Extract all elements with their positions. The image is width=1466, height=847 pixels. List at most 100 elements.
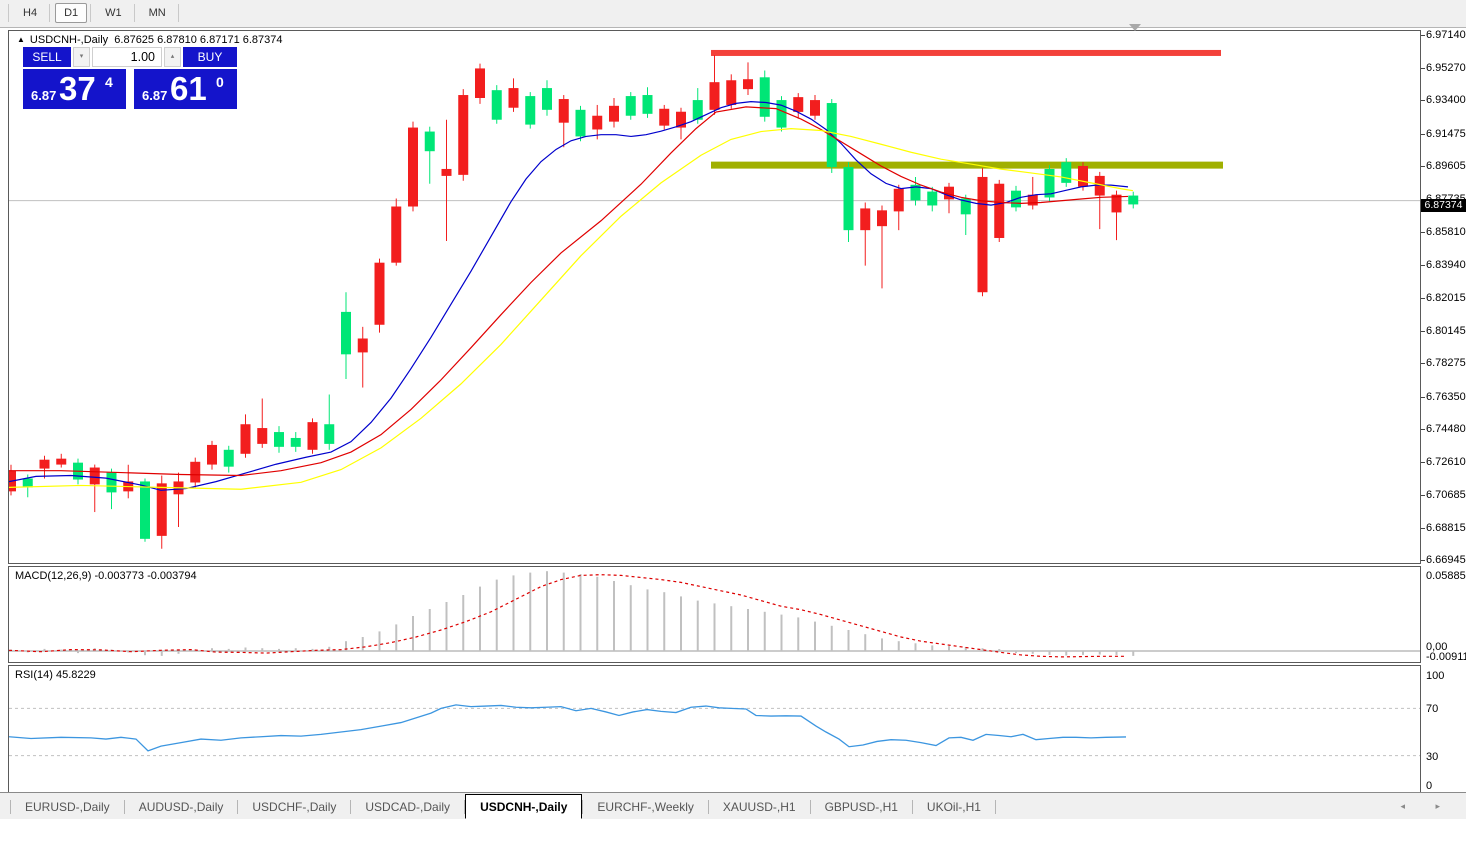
candle-body bbox=[223, 449, 234, 467]
tab-separator bbox=[911, 800, 913, 814]
toolbar-separator bbox=[133, 4, 135, 22]
price-scale-label: 6.97140 bbox=[1426, 29, 1466, 41]
candle-body bbox=[575, 109, 586, 137]
macd-indicator-panel[interactable]: MACD(12,26,9) -0.003773 -0.003794 bbox=[8, 566, 1421, 663]
price-scale-label: 6.72610 bbox=[1426, 455, 1466, 468]
candle-body bbox=[944, 186, 954, 200]
candle-body bbox=[89, 467, 100, 485]
candle-body bbox=[743, 79, 753, 90]
price-scale-label: 6.76350 bbox=[1426, 390, 1466, 403]
price-scale-label: 6.82015 bbox=[1426, 292, 1466, 305]
tab-usdcnh-daily[interactable]: USDCNH-,Daily bbox=[465, 794, 583, 819]
tab-separator bbox=[582, 800, 584, 814]
macd-histogram-bar bbox=[629, 585, 632, 651]
toolbar-separator bbox=[90, 4, 92, 22]
buy-button[interactable]: BUY bbox=[183, 47, 237, 67]
candle-body bbox=[843, 167, 854, 231]
current-price-tag: 6.87374 bbox=[1421, 198, 1466, 212]
candle-body bbox=[106, 472, 117, 493]
tab-gbpusd-h1[interactable]: GBPUSD-,H1 bbox=[824, 800, 898, 814]
macd-histogram-bar bbox=[1031, 651, 1034, 654]
support-line[interactable] bbox=[711, 161, 1223, 169]
volume-decrease-button[interactable]: ▾ bbox=[73, 47, 90, 67]
timeframe-button-w1[interactable]: W1 bbox=[105, 7, 122, 19]
chart-tab-bar: ◂ ▸ EURUSD-,Daily AUDUSD-,Daily USDCHF-,Da… bbox=[0, 792, 1466, 819]
candle-body bbox=[642, 95, 653, 114]
tab-xauusd-h1[interactable]: XAUUSD-,H1 bbox=[722, 800, 796, 814]
candle-body bbox=[877, 210, 887, 227]
macd-histogram-bar bbox=[948, 646, 950, 651]
candle-body bbox=[458, 95, 469, 175]
macd-histogram-bar bbox=[730, 606, 733, 651]
macd-histogram-bar bbox=[345, 641, 347, 651]
macd-histogram-bar bbox=[144, 651, 146, 656]
price-scale[interactable]: 6.971406.952706.934006.914756.896056.877… bbox=[1421, 29, 1466, 820]
toolbar-separator bbox=[8, 4, 9, 22]
tab-audusd-daily[interactable]: AUDUSD-,Daily bbox=[138, 800, 224, 814]
candle-body bbox=[424, 131, 435, 152]
price-scale-tick bbox=[1421, 527, 1425, 529]
macd-histogram-bar bbox=[814, 621, 816, 651]
tab-ukoil-h1[interactable]: UKOil-,H1 bbox=[926, 800, 981, 814]
macd-histogram-bar bbox=[311, 648, 314, 651]
macd-histogram-bar bbox=[881, 638, 883, 651]
timeframe-button-h4[interactable]: H4 bbox=[23, 7, 38, 19]
sell-price-box[interactable]: 6.87 37 4 bbox=[23, 69, 126, 109]
rsi-scale-label: 30 bbox=[1426, 750, 1439, 763]
price-scale-tick bbox=[1421, 298, 1425, 300]
rsi-chart bbox=[9, 704, 1420, 757]
candle-body bbox=[592, 115, 603, 130]
candle-body bbox=[240, 424, 251, 454]
price-scale-tick bbox=[1421, 495, 1425, 497]
tab-usdcad-daily[interactable]: USDCAD-,Daily bbox=[365, 800, 451, 814]
price-scale-tick bbox=[1421, 461, 1425, 463]
autoscroll-marker-icon[interactable] bbox=[1129, 24, 1141, 31]
macd-histogram-bar bbox=[696, 600, 699, 651]
buy-price-big-digits: 61 bbox=[170, 70, 207, 107]
chart-symbol-label: USDCNH-,Daily bbox=[29, 34, 109, 46]
price-chart-panel[interactable]: ▲ USDCNH-,Daily 6.87625 6.87810 6.87171 6… bbox=[8, 24, 1421, 564]
tab-eurchf-weekly[interactable]: EURCHF-,Weekly bbox=[597, 800, 694, 814]
price-scale-label: 6.66945 bbox=[1426, 554, 1466, 567]
sell-button[interactable]: SELL bbox=[23, 47, 71, 67]
expand-arrow-icon[interactable]: ▲ bbox=[17, 35, 25, 44]
candle-body bbox=[542, 88, 552, 110]
toolbar-separator bbox=[177, 4, 179, 22]
timeframe-button-mn[interactable]: MN bbox=[148, 7, 166, 19]
price-scale-tick bbox=[1421, 560, 1425, 562]
tab-eurusd-daily[interactable]: EURUSD-,Daily bbox=[25, 800, 110, 814]
sell-price-sup-digit: 4 bbox=[105, 74, 113, 90]
macd-histogram-bar bbox=[998, 649, 1001, 651]
buy-price-box[interactable]: 6.87 61 0 bbox=[134, 69, 237, 109]
macd-histogram-bar bbox=[981, 648, 984, 651]
macd-histogram-bar bbox=[847, 630, 850, 651]
price-scale-tick bbox=[1421, 232, 1425, 234]
candle-body bbox=[776, 100, 787, 128]
tab-separator bbox=[237, 800, 239, 814]
candle-body bbox=[207, 444, 217, 465]
candle-body bbox=[408, 127, 418, 207]
macd-histogram-bar bbox=[529, 572, 532, 651]
macd-histogram-bar bbox=[328, 646, 331, 651]
volume-increase-button[interactable]: ▴ bbox=[164, 47, 181, 67]
candlestick-chart bbox=[9, 49, 1420, 549]
rsi-scale-label: 100 bbox=[1426, 670, 1445, 682]
tab-scroll-arrows-icon[interactable]: ◂ ▸ bbox=[1400, 801, 1454, 811]
tab-separator bbox=[123, 800, 125, 814]
price-scale-label: 6.83940 bbox=[1426, 258, 1466, 271]
tab-separator bbox=[809, 800, 811, 814]
macd-histogram-bar bbox=[830, 625, 833, 651]
candle-body bbox=[475, 68, 485, 98]
rsi-indicator-panel[interactable]: RSI(14) 45.8229 bbox=[8, 665, 1421, 793]
timeframe-button-d1[interactable]: D1 bbox=[55, 3, 88, 23]
macd-histogram-bar bbox=[797, 617, 800, 651]
tab-usdchf-daily[interactable]: USDCHF-,Daily bbox=[252, 800, 337, 814]
resistance-line[interactable] bbox=[711, 49, 1221, 56]
tab-bar-padding bbox=[0, 793, 10, 794]
macd-histogram-bar bbox=[479, 586, 481, 651]
candle-body bbox=[290, 437, 301, 447]
macd-histogram-bar bbox=[378, 631, 381, 651]
candle-body bbox=[140, 481, 150, 539]
macd-histogram-bar bbox=[1082, 651, 1084, 655]
volume-input[interactable]: 1.00 bbox=[92, 47, 162, 67]
